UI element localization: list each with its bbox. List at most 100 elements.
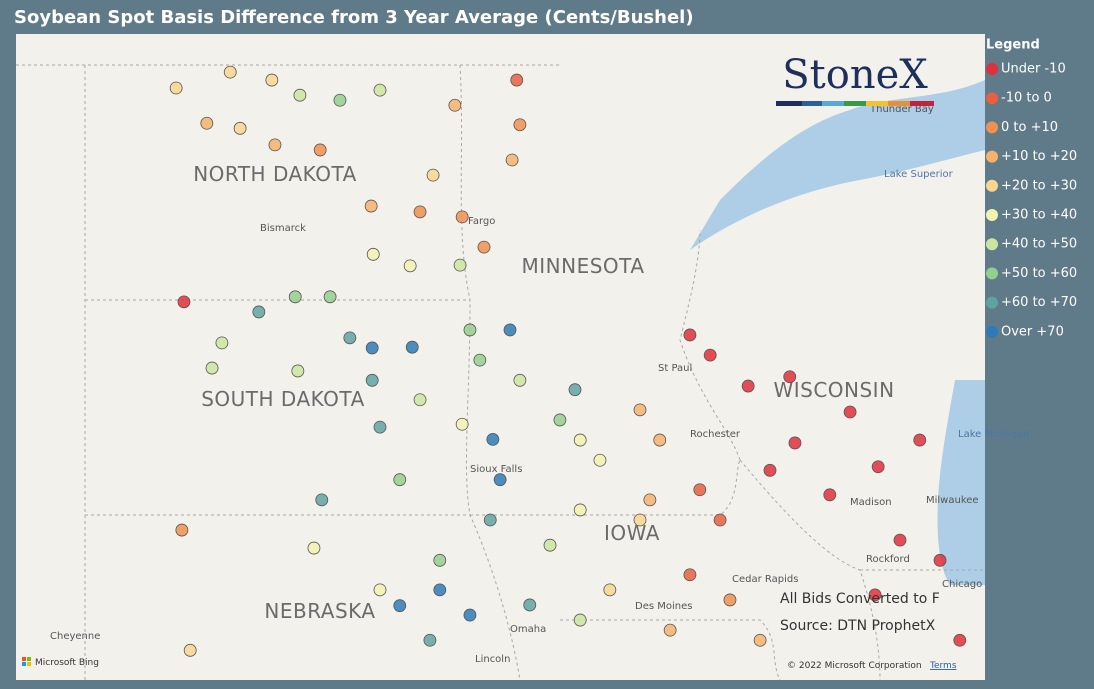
basis-point[interactable] <box>477 240 491 254</box>
legend-label[interactable]: -10 to 0 <box>1001 91 1052 106</box>
basis-point[interactable] <box>633 403 647 417</box>
basis-point[interactable] <box>505 153 519 167</box>
basis-point[interactable] <box>293 88 307 102</box>
basis-point[interactable] <box>703 348 717 362</box>
legend-label[interactable]: +10 to +20 <box>1001 149 1077 164</box>
basis-point[interactable] <box>788 436 802 450</box>
basis-point[interactable] <box>455 417 469 431</box>
basis-point[interactable] <box>393 599 407 613</box>
basis-point[interactable] <box>183 643 197 657</box>
basis-point[interactable] <box>373 420 387 434</box>
legend-label[interactable]: Over +70 <box>1001 324 1064 339</box>
basis-point[interactable] <box>223 65 237 79</box>
basis-point[interactable] <box>573 613 587 627</box>
basis-point[interactable] <box>568 383 582 397</box>
legend-label[interactable]: +60 to +70 <box>1001 295 1077 310</box>
basis-point[interactable] <box>205 361 219 375</box>
basis-point[interactable] <box>252 305 266 319</box>
basis-point[interactable] <box>463 323 477 337</box>
basis-point[interactable] <box>913 433 927 447</box>
basis-point[interactable] <box>215 336 229 350</box>
basis-point[interactable] <box>603 583 617 597</box>
basis-point[interactable] <box>510 73 524 87</box>
basis-point[interactable] <box>453 258 467 272</box>
basis-point[interactable] <box>313 143 327 157</box>
legend-label[interactable]: +40 to +50 <box>1001 237 1077 252</box>
basis-point[interactable] <box>741 379 755 393</box>
basis-point[interactable] <box>393 473 407 487</box>
basis-point[interactable] <box>593 453 607 467</box>
basis-point[interactable] <box>633 513 647 527</box>
basis-point[interactable] <box>953 633 967 647</box>
basis-point[interactable] <box>513 118 527 132</box>
basis-point[interactable] <box>433 583 447 597</box>
legend-label[interactable]: +30 to +40 <box>1001 208 1077 223</box>
terms-link[interactable]: Terms <box>929 661 957 671</box>
basis-point[interactable] <box>343 331 357 345</box>
basis-point[interactable] <box>553 413 567 427</box>
basis-point[interactable] <box>373 583 387 597</box>
basis-point[interactable] <box>723 593 737 607</box>
basis-point[interactable] <box>483 513 497 527</box>
basis-point[interactable] <box>323 290 337 304</box>
basis-point[interactable] <box>365 341 379 355</box>
basis-point[interactable] <box>373 83 387 97</box>
basis-point[interactable] <box>643 493 657 507</box>
basis-point[interactable] <box>177 295 191 309</box>
basis-point[interactable] <box>463 608 477 622</box>
basis-point[interactable] <box>365 373 379 387</box>
basis-point[interactable] <box>364 199 378 213</box>
basis-point[interactable] <box>871 460 885 474</box>
basis-point[interactable] <box>753 633 767 647</box>
basis-point[interactable] <box>175 523 189 537</box>
basis-point[interactable] <box>403 259 417 273</box>
basis-point[interactable] <box>933 553 947 567</box>
basis-point[interactable] <box>843 405 857 419</box>
basis-point[interactable] <box>315 493 329 507</box>
basis-point[interactable] <box>433 553 447 567</box>
basis-point[interactable] <box>169 81 183 95</box>
basis-point[interactable] <box>288 290 302 304</box>
basis-point[interactable] <box>713 513 727 527</box>
legend-label[interactable]: +50 to +60 <box>1001 266 1077 281</box>
legend-label[interactable]: +20 to +30 <box>1001 178 1077 193</box>
basis-point[interactable] <box>693 483 707 497</box>
basis-point[interactable] <box>653 433 667 447</box>
basis-point[interactable] <box>200 116 214 130</box>
basis-point[interactable] <box>423 633 437 647</box>
legend-label[interactable]: Under -10 <box>1001 62 1066 77</box>
basis-point[interactable] <box>268 138 282 152</box>
basis-point[interactable] <box>473 353 487 367</box>
basis-point[interactable] <box>233 121 247 135</box>
legend-label[interactable]: 0 to +10 <box>1001 120 1058 135</box>
basis-point[interactable] <box>683 568 697 582</box>
basis-point[interactable] <box>783 370 797 384</box>
basis-point[interactable] <box>663 623 677 637</box>
basis-point[interactable] <box>307 541 321 555</box>
basis-point[interactable] <box>868 588 882 602</box>
basis-point[interactable] <box>426 168 440 182</box>
basis-point[interactable] <box>366 247 380 261</box>
basis-point[interactable] <box>413 393 427 407</box>
border <box>679 229 741 461</box>
basis-point[interactable] <box>543 538 557 552</box>
basis-point[interactable] <box>763 463 777 477</box>
basis-point[interactable] <box>823 488 837 502</box>
basis-point[interactable] <box>683 328 697 342</box>
basis-point[interactable] <box>523 598 537 612</box>
basis-point[interactable] <box>493 473 507 487</box>
basis-point[interactable] <box>893 533 907 547</box>
basis-point[interactable] <box>573 433 587 447</box>
basis-point[interactable] <box>448 98 462 112</box>
basis-point[interactable] <box>573 503 587 517</box>
basis-point[interactable] <box>291 364 305 378</box>
basis-point[interactable] <box>455 210 469 224</box>
basis-point[interactable] <box>486 432 500 446</box>
basis-point[interactable] <box>405 340 419 354</box>
basis-point[interactable] <box>503 323 517 337</box>
border <box>560 619 781 681</box>
basis-point[interactable] <box>513 373 527 387</box>
basis-point[interactable] <box>333 93 347 107</box>
basis-point[interactable] <box>413 205 427 219</box>
basis-point[interactable] <box>265 73 279 87</box>
